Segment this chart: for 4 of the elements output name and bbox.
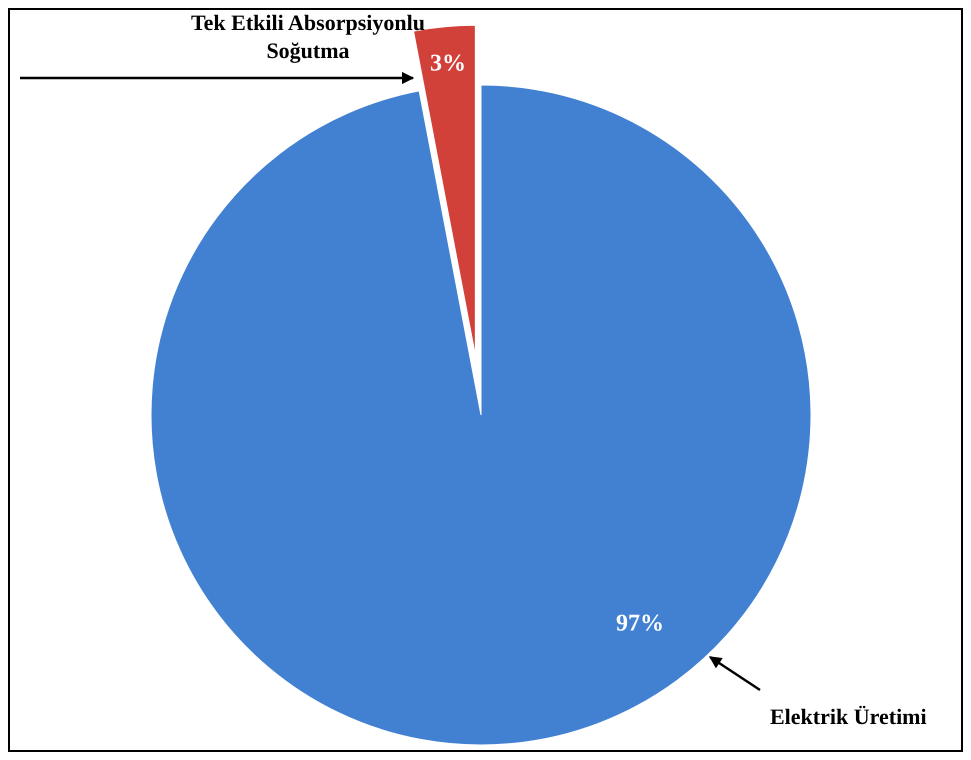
data-label: 3% — [430, 50, 466, 77]
data-label: 97% — [616, 610, 664, 637]
slice-label: Tek Etkili Absorpsiyonlu Soğutma — [191, 10, 425, 63]
slice-label: Elektrik Üretimi — [770, 704, 927, 729]
